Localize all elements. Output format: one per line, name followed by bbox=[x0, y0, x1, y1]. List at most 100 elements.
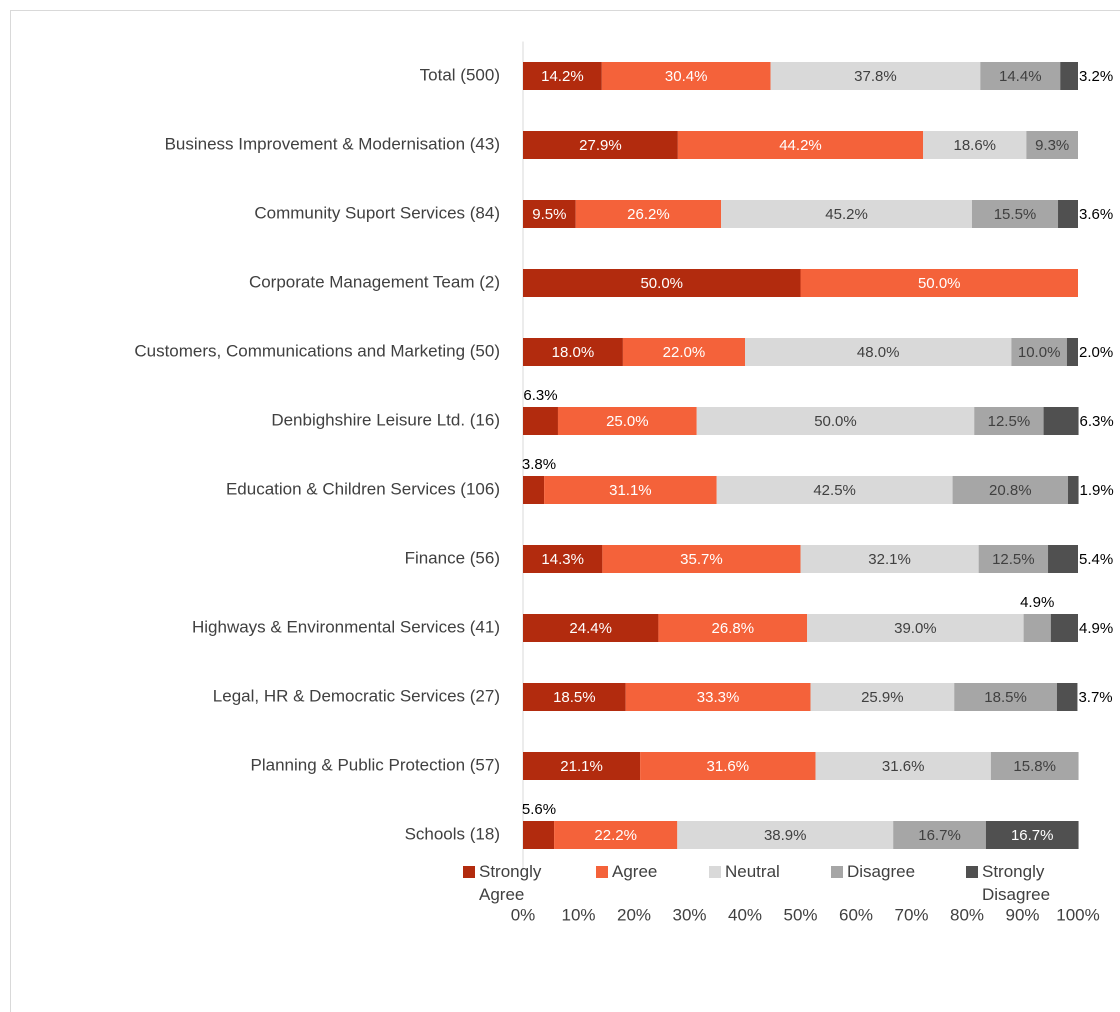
value-label: 9.5% bbox=[532, 206, 566, 223]
bar-segment bbox=[952, 476, 1069, 504]
bar-segment bbox=[523, 338, 623, 366]
category-label: Customers, Communications and Marketing … bbox=[134, 341, 500, 360]
value-label: 14.2% bbox=[541, 68, 584, 85]
bar-segment bbox=[622, 338, 745, 366]
legend-item: Neutral bbox=[709, 860, 810, 883]
value-label: 4.9% bbox=[1079, 620, 1113, 637]
value-label: 14.4% bbox=[999, 68, 1042, 85]
value-label: 6.3% bbox=[523, 387, 557, 404]
value-label: 15.5% bbox=[994, 206, 1037, 223]
category-label: Education & Children Services (106) bbox=[226, 479, 500, 498]
bar-segment bbox=[923, 131, 1027, 159]
value-label: 50.0% bbox=[814, 413, 857, 430]
bar-segment bbox=[954, 683, 1057, 711]
x-tick-label: 10% bbox=[561, 905, 595, 924]
legend-item: Strongly Agree bbox=[463, 860, 564, 906]
value-label: 26.2% bbox=[627, 206, 670, 223]
value-label: 42.5% bbox=[813, 482, 856, 499]
value-label: 18.0% bbox=[552, 344, 595, 361]
bar-segment bbox=[980, 62, 1061, 90]
bar-segment bbox=[815, 752, 991, 780]
value-label: 5.4% bbox=[1079, 551, 1113, 568]
value-label: 18.5% bbox=[553, 689, 596, 706]
bar-segment bbox=[544, 476, 717, 504]
x-tick-label: 80% bbox=[950, 905, 984, 924]
bar-segment bbox=[523, 476, 545, 504]
value-label: 20.8% bbox=[989, 482, 1032, 499]
bar-segment bbox=[677, 821, 894, 849]
value-label: 16.7% bbox=[918, 827, 961, 844]
bar-segment bbox=[1011, 338, 1067, 366]
bar-segment bbox=[1043, 407, 1079, 435]
value-label: 31.6% bbox=[882, 758, 925, 775]
bar-segment bbox=[800, 269, 1078, 297]
bar-segment bbox=[721, 200, 972, 228]
value-label: 22.2% bbox=[594, 827, 637, 844]
category-label: Legal, HR & Democratic Services (27) bbox=[213, 686, 500, 705]
bar-segment bbox=[554, 821, 678, 849]
value-label: 4.9% bbox=[1020, 594, 1054, 611]
x-tick-label: 30% bbox=[672, 905, 706, 924]
value-label: 6.3% bbox=[1080, 413, 1114, 430]
bar-segment bbox=[575, 200, 722, 228]
value-label: 39.0% bbox=[894, 620, 937, 637]
category-label: Denbighshire Leisure Ltd. (16) bbox=[271, 410, 500, 429]
bar-segment bbox=[523, 269, 801, 297]
value-label: 3.7% bbox=[1078, 689, 1112, 706]
x-tick-label: 100% bbox=[1056, 905, 1099, 924]
value-label: 3.8% bbox=[522, 456, 556, 473]
value-label: 30.4% bbox=[665, 68, 708, 85]
chart-border bbox=[10, 10, 1120, 1012]
bar-segment bbox=[557, 407, 697, 435]
bar-segment bbox=[523, 407, 558, 435]
bar-segment bbox=[971, 200, 1059, 228]
legend-label: Agree bbox=[612, 862, 658, 881]
bar-segment bbox=[625, 683, 811, 711]
value-label: 3.2% bbox=[1079, 68, 1113, 85]
x-tick-label: 70% bbox=[894, 905, 928, 924]
x-tick-label: 60% bbox=[839, 905, 873, 924]
value-label: 44.2% bbox=[779, 137, 822, 154]
value-label: 5.6% bbox=[522, 801, 556, 818]
bar-segment bbox=[640, 752, 816, 780]
bar-segment bbox=[523, 752, 641, 780]
bar-segment bbox=[1058, 200, 1078, 228]
bar-segment bbox=[696, 407, 975, 435]
bar-segment bbox=[810, 683, 955, 711]
legend-label: Disagree bbox=[847, 862, 916, 881]
legend-label: Strongly Disagree bbox=[982, 862, 1051, 904]
bar-segment bbox=[523, 683, 626, 711]
value-label: 24.4% bbox=[569, 620, 612, 637]
bar-segment bbox=[523, 62, 602, 90]
value-label: 18.5% bbox=[984, 689, 1027, 706]
bar-segment bbox=[716, 476, 953, 504]
value-label: 31.6% bbox=[707, 758, 750, 775]
category-label: Business Improvement & Modernisation (43… bbox=[165, 134, 500, 153]
bar-segment bbox=[602, 545, 801, 573]
x-tick-label: 40% bbox=[728, 905, 762, 924]
value-label: 50.0% bbox=[918, 275, 961, 292]
bar-segment bbox=[1068, 476, 1079, 504]
value-label: 18.6% bbox=[953, 137, 996, 154]
value-label: 35.7% bbox=[680, 551, 723, 568]
value-label: 2.0% bbox=[1079, 344, 1113, 361]
bar-segment bbox=[1026, 131, 1078, 159]
value-label: 31.1% bbox=[609, 482, 652, 499]
value-label: 38.9% bbox=[764, 827, 807, 844]
bar-segment bbox=[523, 131, 678, 159]
bar-segment bbox=[745, 338, 1012, 366]
category-label: Total (500) bbox=[420, 65, 500, 84]
legend-swatch bbox=[831, 866, 843, 878]
value-label: 25.9% bbox=[861, 689, 904, 706]
category-label: Highways & Environmental Services (41) bbox=[192, 617, 500, 636]
category-label: Planning & Public Protection (57) bbox=[251, 755, 500, 774]
bar-segment bbox=[893, 821, 986, 849]
value-label: 22.0% bbox=[663, 344, 706, 361]
bar-segment bbox=[1048, 545, 1078, 573]
category-label: Corporate Management Team (2) bbox=[249, 272, 500, 291]
legend-item: Disagree bbox=[831, 860, 932, 883]
bar-segment bbox=[978, 545, 1049, 573]
legend-label: Strongly Agree bbox=[479, 862, 542, 904]
legend: Strongly Agree Agree Neutral Disagree Strong… bbox=[0, 860, 1120, 920]
